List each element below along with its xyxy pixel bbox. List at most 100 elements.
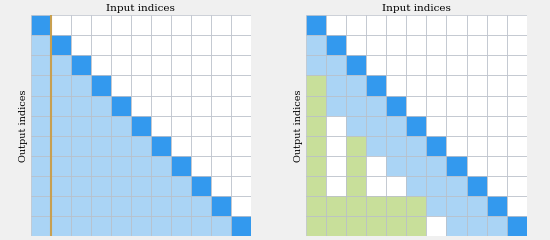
Bar [231, 136, 251, 156]
Bar [71, 75, 91, 96]
Bar [386, 116, 406, 136]
Bar [91, 196, 111, 216]
Bar [111, 35, 131, 55]
Bar [151, 116, 171, 136]
Bar [51, 216, 71, 236]
Bar [406, 216, 426, 236]
Bar [426, 15, 447, 35]
Bar [31, 156, 51, 176]
Bar [51, 55, 71, 75]
Bar [507, 15, 527, 35]
Bar [111, 55, 131, 75]
Bar [51, 96, 71, 116]
Bar [71, 35, 91, 55]
Bar [507, 75, 527, 96]
Bar [426, 55, 447, 75]
Bar [447, 136, 466, 156]
Bar [366, 156, 386, 176]
Bar [91, 156, 111, 176]
Bar [306, 15, 326, 35]
Bar [151, 156, 171, 176]
Bar [507, 196, 527, 216]
Bar [91, 96, 111, 116]
Bar [111, 116, 131, 136]
Bar [51, 196, 71, 216]
Bar [326, 196, 346, 216]
Bar [326, 176, 346, 196]
Bar [346, 156, 366, 176]
Bar [426, 196, 447, 216]
Bar [466, 55, 487, 75]
Bar [211, 75, 231, 96]
Bar [487, 55, 507, 75]
Bar [406, 116, 426, 136]
Bar [346, 75, 366, 96]
Bar [507, 136, 527, 156]
Bar [211, 156, 231, 176]
Bar [326, 55, 346, 75]
Bar [131, 136, 151, 156]
Bar [426, 216, 447, 236]
Bar [366, 196, 386, 216]
Bar [366, 136, 386, 156]
Bar [507, 35, 527, 55]
Bar [191, 96, 211, 116]
Bar [386, 136, 406, 156]
Bar [191, 15, 211, 35]
Bar [171, 196, 191, 216]
Bar [231, 156, 251, 176]
Bar [31, 216, 51, 236]
Bar [406, 35, 426, 55]
Bar [386, 55, 406, 75]
Bar [191, 136, 211, 156]
Bar [171, 136, 191, 156]
Bar [487, 35, 507, 55]
Bar [487, 156, 507, 176]
Bar [51, 176, 71, 196]
Bar [346, 196, 366, 216]
Bar [426, 116, 447, 136]
Bar [131, 176, 151, 196]
Bar [211, 15, 231, 35]
Bar [406, 96, 426, 116]
Bar [231, 35, 251, 55]
Bar [131, 196, 151, 216]
Bar [191, 176, 211, 196]
Bar [131, 35, 151, 55]
Bar [507, 96, 527, 116]
Bar [211, 35, 231, 55]
Bar [386, 35, 406, 55]
Bar [346, 136, 366, 156]
Bar [31, 35, 51, 55]
Bar [71, 216, 91, 236]
Bar [466, 75, 487, 96]
Bar [466, 156, 487, 176]
Bar [31, 136, 51, 156]
Bar [111, 136, 131, 156]
Bar [306, 176, 326, 196]
Bar [447, 96, 466, 116]
Bar [466, 196, 487, 216]
Bar [487, 196, 507, 216]
Bar [366, 96, 386, 116]
Bar [71, 116, 91, 136]
Bar [191, 55, 211, 75]
Bar [111, 176, 131, 196]
Bar [346, 116, 366, 136]
Bar [466, 15, 487, 35]
Bar [426, 75, 447, 96]
Bar [366, 15, 386, 35]
Bar [91, 176, 111, 196]
Bar [131, 96, 151, 116]
Bar [91, 75, 111, 96]
Y-axis label: Output indices: Output indices [19, 89, 28, 162]
Bar [91, 35, 111, 55]
Bar [131, 116, 151, 136]
Bar [507, 116, 527, 136]
Bar [151, 75, 171, 96]
Bar [426, 35, 447, 55]
Bar [406, 156, 426, 176]
Bar [466, 116, 487, 136]
Bar [366, 35, 386, 55]
Bar [426, 96, 447, 116]
